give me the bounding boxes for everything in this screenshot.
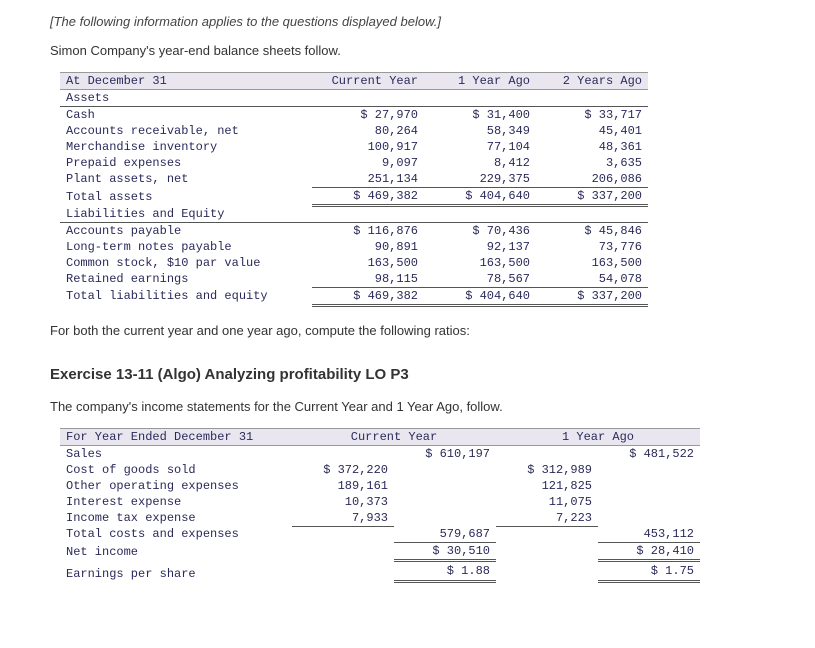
lead-text: Simon Company's year-end balance sheets … (50, 43, 775, 58)
table-row: Accounts payable$ 116,876$ 70,436$ 45,84… (60, 222, 648, 239)
table-row: Common stock, $10 par value163,500163,50… (60, 255, 648, 271)
intro-note: [The following information applies to th… (50, 14, 775, 29)
table-row: Merchandise inventory100,91777,10448,361 (60, 139, 648, 155)
table-row: Sales $ 610,197 $ 481,522 (60, 445, 700, 462)
table-row: Total costs and expenses 579,687 453,112 (60, 526, 700, 543)
bs-header-2y: 2 Years Ago (536, 73, 648, 90)
table-row: Income tax expense 7,933 7,223 (60, 510, 700, 527)
table-row: Total assets$ 469,382$ 404,640$ 337,200 (60, 188, 648, 206)
table-row: Retained earnings98,11578,56754,078 (60, 271, 648, 288)
exercise-title: Exercise 13-11 (Algo) Analyzing profitab… (50, 366, 775, 383)
table-row: Earnings per share $ 1.88 $ 1.75 (60, 561, 700, 582)
table-row: Cash$ 27,970$ 31,400$ 33,717 (60, 107, 648, 124)
table-row: Cost of goods sold $ 372,220 $ 312,989 (60, 462, 700, 478)
table-row: Accounts receivable, net80,26458,34945,4… (60, 123, 648, 139)
table-row: Interest expense 10,373 11,075 (60, 494, 700, 510)
table-row: Net income $ 30,510 $ 28,410 (60, 543, 700, 561)
balance-sheet-table: At December 31 Current Year 1 Year Ago 2… (60, 72, 648, 307)
table-row: Total liabilities and equity$ 469,382$ 4… (60, 287, 648, 305)
bs-header-label: At December 31 (60, 73, 312, 90)
ratio-prompt: For both the current year and one year a… (50, 323, 775, 338)
is-header-cy: Current Year (292, 428, 496, 445)
bs-header-1y: 1 Year Ago (424, 73, 536, 90)
income-statement-table: For Year Ended December 31 Current Year … (60, 428, 700, 584)
assets-section: Assets (60, 90, 312, 107)
is-header-label: For Year Ended December 31 (60, 428, 292, 445)
table-row: Other operating expenses 189,161 121,825 (60, 478, 700, 494)
bs-header-cy: Current Year (312, 73, 424, 90)
table-row: Long-term notes payable90,89192,13773,77… (60, 239, 648, 255)
table-row: Plant assets, net251,134229,375206,086 (60, 171, 648, 188)
is-header-py: 1 Year Ago (496, 428, 700, 445)
income-statement-lead: The company's income statements for the … (50, 399, 775, 414)
le-section: Liabilities and Equity (60, 206, 312, 223)
table-row: Prepaid expenses9,0978,4123,635 (60, 155, 648, 171)
